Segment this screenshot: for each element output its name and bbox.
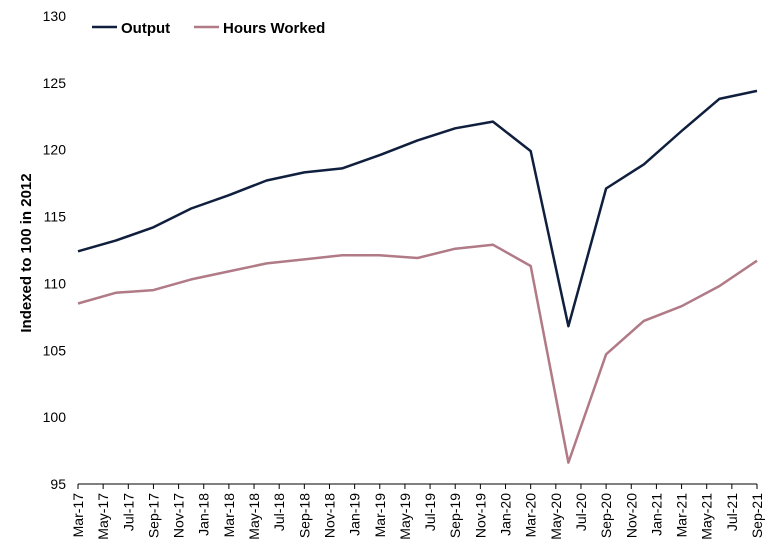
x-tick-label: Mar-21 xyxy=(674,493,690,538)
series-line-output xyxy=(77,89,758,328)
x-axis-ticks: Mar-17 May-17 Jul-17 Sep-17 Nov-17 Jan-18 Mar-… xyxy=(70,484,765,540)
x-tick-label: Jul-21 xyxy=(724,493,740,531)
y-tick-label: 110 xyxy=(44,275,67,291)
x-tick-label: Sep-21 xyxy=(749,493,765,538)
x-tick-label: Jan-20 xyxy=(498,493,514,536)
legend-label-output: Output xyxy=(121,20,170,37)
y-tick-label: 100 xyxy=(43,409,67,425)
series-line-hours-worked xyxy=(77,243,758,464)
x-tick-label: Jul-19 xyxy=(422,493,438,531)
x-tick-label: Mar-17 xyxy=(70,493,86,538)
y-tick-label: 115 xyxy=(44,209,67,225)
x-tick-label: Jul-20 xyxy=(573,493,589,531)
y-tick-label: 130 xyxy=(43,8,67,24)
x-tick-label: Sep-20 xyxy=(598,493,614,538)
x-tick-label: Mar-20 xyxy=(523,493,539,538)
x-tick-label: Jan-18 xyxy=(196,493,212,536)
x-tick-label: Jan-21 xyxy=(648,493,664,536)
x-tick-label: May-20 xyxy=(548,493,564,540)
x-tick-label: May-18 xyxy=(246,493,262,540)
y-tick-label: 95 xyxy=(50,476,66,492)
legend-label-hours-worked: Hours Worked xyxy=(223,20,325,37)
x-tick-label: Nov-19 xyxy=(472,493,488,538)
series-lines xyxy=(77,89,758,464)
x-tick-label: May-17 xyxy=(95,493,111,540)
x-tick-label: Jan-19 xyxy=(347,493,363,536)
x-tick-label: Nov-18 xyxy=(321,493,337,538)
x-tick-label: May-19 xyxy=(397,493,413,540)
x-tick-label: May-21 xyxy=(699,493,715,540)
x-tick-label: Mar-19 xyxy=(372,493,388,538)
y-axis-ticks: 95 100 105 110 115 120 125 130 xyxy=(43,8,67,492)
x-tick-label: Mar-18 xyxy=(221,493,237,538)
x-tick-label: Sep-17 xyxy=(145,493,161,538)
x-tick-label: Nov-17 xyxy=(171,493,187,538)
y-tick-label: 105 xyxy=(43,342,67,358)
y-tick-label: 120 xyxy=(43,142,67,158)
x-tick-label: Nov-20 xyxy=(623,493,639,538)
x-tick-label: Jul-18 xyxy=(271,493,287,531)
x-tick-label: Sep-19 xyxy=(447,493,463,538)
legend: Output Hours Worked xyxy=(92,20,325,37)
x-tick-label: Sep-18 xyxy=(296,493,312,538)
y-tick-label: 125 xyxy=(43,75,67,91)
x-tick-label: Jul-17 xyxy=(120,493,136,531)
y-axis-title: Indexed to 100 in 2012 xyxy=(18,173,35,332)
